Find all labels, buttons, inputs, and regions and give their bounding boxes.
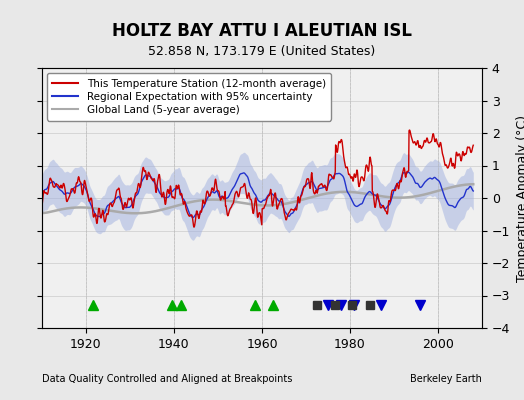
Text: Berkeley Earth: Berkeley Earth <box>410 374 482 384</box>
Y-axis label: Temperature Anomaly (°C): Temperature Anomaly (°C) <box>516 114 524 282</box>
Text: HOLTZ BAY ATTU I ALEUTIAN ISL: HOLTZ BAY ATTU I ALEUTIAN ISL <box>112 22 412 40</box>
Text: Data Quality Controlled and Aligned at Breakpoints: Data Quality Controlled and Aligned at B… <box>42 374 292 384</box>
Text: 52.858 N, 173.179 E (United States): 52.858 N, 173.179 E (United States) <box>148 45 376 58</box>
